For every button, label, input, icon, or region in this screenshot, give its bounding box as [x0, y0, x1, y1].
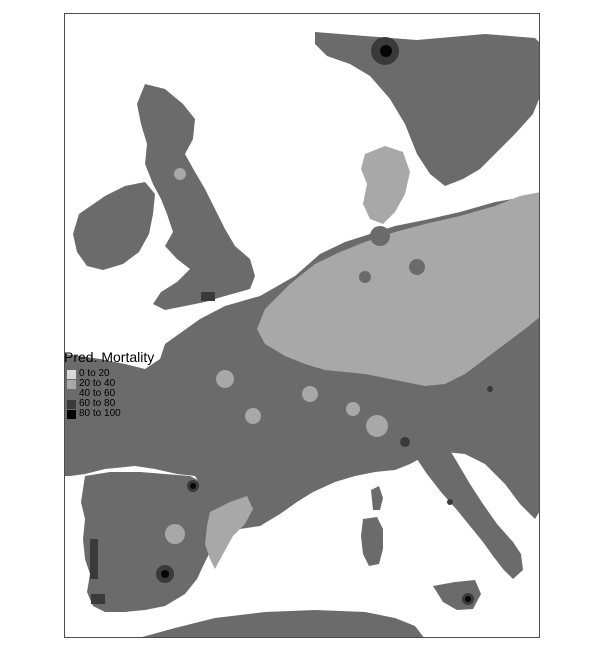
map-panel [64, 13, 540, 638]
region-great-britain [137, 84, 255, 310]
map-legend: Pred. Mortality 0 to 20 20 to 40 40 to 6… [64, 349, 154, 419]
region-sardinia [361, 517, 383, 566]
legend-swatch [67, 370, 76, 379]
legend-swatch [67, 390, 76, 399]
region-iberia [81, 472, 237, 612]
legend-items: 0 to 20 20 to 40 40 to 60 60 to 80 80 to… [64, 368, 154, 419]
dark-patch [359, 271, 371, 283]
legend-swatch [67, 380, 76, 389]
region-denmark [361, 146, 410, 224]
region-sicily [433, 580, 481, 610]
hotspot-italy-south [447, 499, 453, 505]
region-east-spain-light [205, 496, 253, 569]
hotspot-east [487, 386, 493, 392]
legend-item: 60 to 80 [64, 398, 154, 409]
light-spot [165, 524, 185, 544]
light-spot [245, 408, 261, 424]
light-spot [302, 386, 318, 402]
hotspot-norway-core [380, 45, 392, 57]
legend-item: 20 to 40 [64, 378, 154, 389]
dark-patch [370, 226, 390, 246]
region-central-europe-band [257, 192, 539, 386]
hotspot-london [201, 292, 215, 301]
hotspot-portugal [90, 539, 98, 579]
legend-item: 40 to 60 [64, 388, 154, 399]
light-spot [174, 168, 186, 180]
hotspot-sicily-core [465, 596, 471, 602]
legend-label: 20 to 40 [79, 378, 116, 389]
light-spot [216, 370, 234, 388]
legend-label: 60 to 80 [79, 398, 116, 409]
region-italy [395, 402, 523, 579]
legend-label: 0 to 20 [79, 368, 110, 379]
legend-item: 0 to 20 [64, 368, 154, 379]
hotspot-portugal-south [91, 594, 105, 604]
legend-label: 40 to 60 [79, 388, 116, 399]
hotspot-spain-north-core [190, 483, 196, 489]
legend-swatch [67, 410, 76, 419]
region-ireland [73, 182, 155, 270]
light-spot [366, 415, 388, 437]
region-scandinavia [315, 32, 539, 186]
hotspot-italy [400, 437, 410, 447]
hotspot-spain-center-core [161, 570, 169, 578]
legend-title: Pred. Mortality [64, 349, 155, 365]
legend-item: 80 to 100 [64, 408, 154, 419]
legend-swatch [67, 400, 76, 409]
legend-label: 80 to 100 [79, 408, 121, 419]
dark-patch [409, 259, 425, 275]
mortality-map [65, 32, 539, 637]
region-north-africa [142, 610, 424, 637]
light-spot [346, 402, 360, 416]
region-corsica [371, 486, 383, 510]
